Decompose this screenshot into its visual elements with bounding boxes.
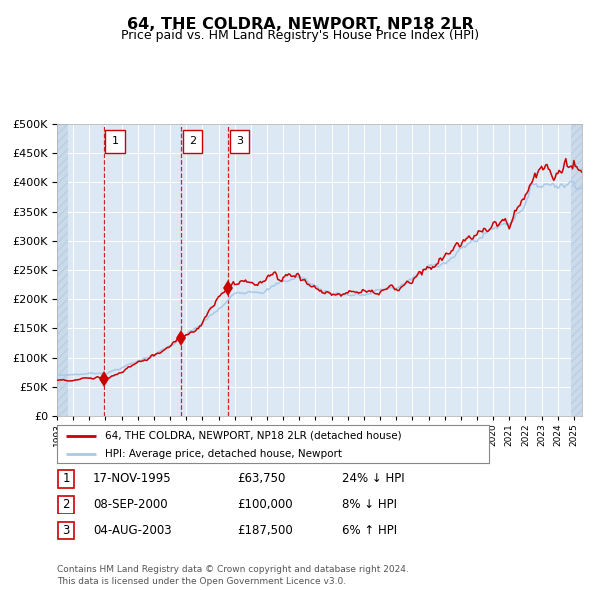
FancyBboxPatch shape — [58, 496, 74, 513]
Text: Price paid vs. HM Land Registry's House Price Index (HPI): Price paid vs. HM Land Registry's House … — [121, 30, 479, 42]
FancyBboxPatch shape — [105, 130, 125, 153]
Text: £100,000: £100,000 — [237, 498, 293, 511]
Text: 17-NOV-1995: 17-NOV-1995 — [93, 472, 172, 485]
Text: 3: 3 — [62, 524, 70, 537]
Text: £187,500: £187,500 — [237, 524, 293, 537]
FancyBboxPatch shape — [183, 130, 202, 153]
Text: 1: 1 — [112, 136, 118, 146]
Bar — [57, 124, 68, 416]
FancyBboxPatch shape — [230, 130, 249, 153]
Text: 2: 2 — [62, 498, 70, 512]
Text: 64, THE COLDRA, NEWPORT, NP18 2LR: 64, THE COLDRA, NEWPORT, NP18 2LR — [127, 17, 473, 32]
Text: 3: 3 — [236, 136, 243, 146]
Text: 08-SEP-2000: 08-SEP-2000 — [93, 498, 167, 511]
FancyBboxPatch shape — [58, 470, 74, 487]
Text: HPI: Average price, detached house, Newport: HPI: Average price, detached house, Newp… — [104, 448, 341, 458]
FancyBboxPatch shape — [58, 522, 74, 539]
Text: 64, THE COLDRA, NEWPORT, NP18 2LR (detached house): 64, THE COLDRA, NEWPORT, NP18 2LR (detac… — [104, 431, 401, 441]
Text: Contains HM Land Registry data © Crown copyright and database right 2024.
This d: Contains HM Land Registry data © Crown c… — [57, 565, 409, 586]
Text: 6% ↑ HPI: 6% ↑ HPI — [342, 524, 397, 537]
Text: 24% ↓ HPI: 24% ↓ HPI — [342, 472, 404, 485]
Bar — [571, 124, 582, 416]
Text: 8% ↓ HPI: 8% ↓ HPI — [342, 498, 397, 511]
Text: 04-AUG-2003: 04-AUG-2003 — [93, 524, 172, 537]
Text: £63,750: £63,750 — [237, 472, 286, 485]
Text: 1: 1 — [62, 472, 70, 486]
Text: 2: 2 — [189, 136, 196, 146]
